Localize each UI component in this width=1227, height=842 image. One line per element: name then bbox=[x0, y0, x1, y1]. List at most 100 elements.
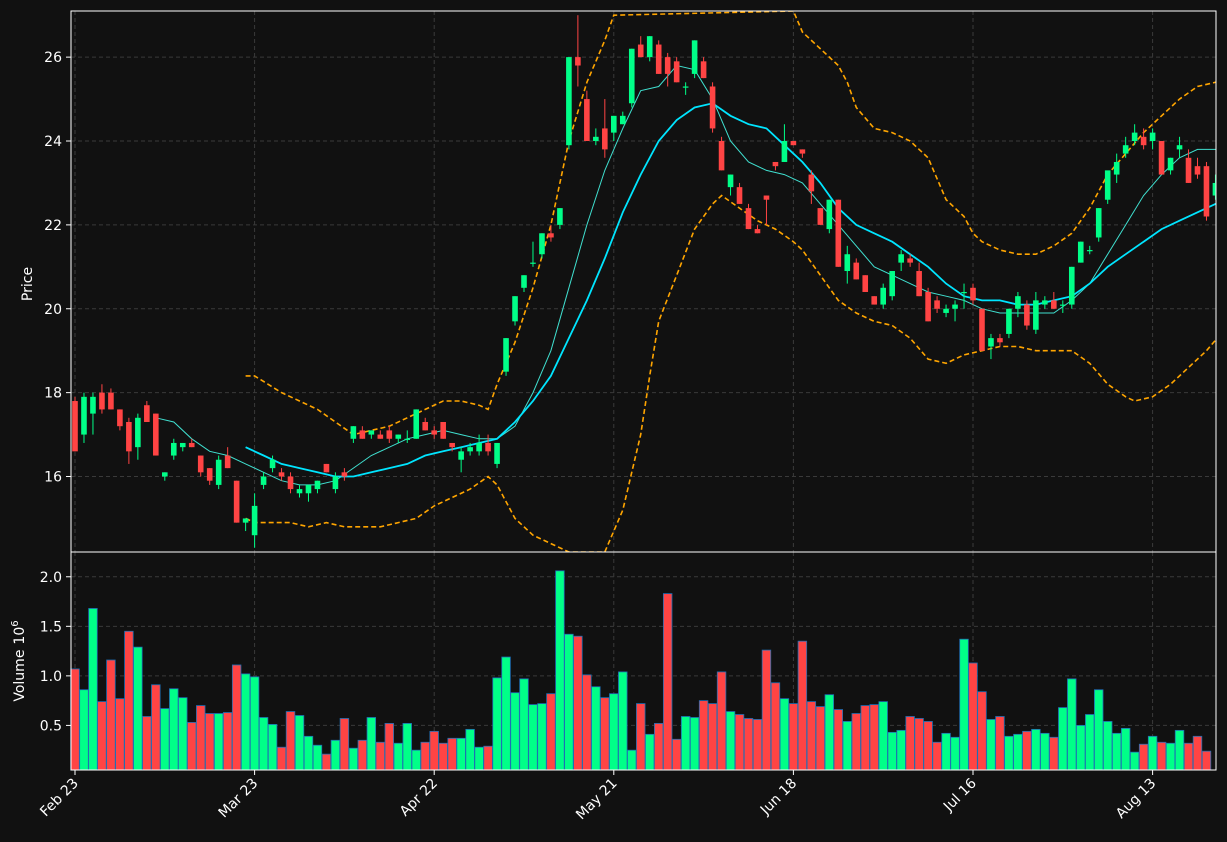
volume-bar bbox=[294, 715, 305, 771]
volume-bar bbox=[339, 718, 350, 771]
candle-body bbox=[179, 442, 186, 448]
candle-body bbox=[458, 451, 464, 460]
volume-bar bbox=[833, 709, 844, 771]
volume-bar bbox=[429, 730, 439, 771]
volume-bar bbox=[348, 747, 359, 771]
volume-bar bbox=[420, 741, 430, 771]
candle-body bbox=[449, 442, 455, 448]
volume-bar bbox=[905, 716, 915, 771]
candle-body bbox=[377, 434, 384, 439]
candle-body bbox=[970, 287, 976, 301]
volume-bar bbox=[671, 738, 682, 771]
volume-bar bbox=[321, 753, 332, 771]
candle-body bbox=[1185, 157, 1192, 183]
candle-body bbox=[476, 442, 482, 452]
volume-bar bbox=[959, 638, 969, 771]
candle-body bbox=[817, 208, 824, 225]
volume-bar bbox=[70, 668, 80, 771]
volume-bar bbox=[627, 749, 637, 771]
volume-bar bbox=[303, 735, 314, 771]
candle-body bbox=[566, 57, 572, 146]
candle-body bbox=[808, 174, 815, 192]
candle-body bbox=[961, 291, 967, 294]
volume-bar bbox=[941, 732, 951, 771]
candle-body bbox=[197, 455, 204, 473]
volume-bar bbox=[456, 737, 466, 771]
volume-bar bbox=[1138, 743, 1149, 771]
candle-body bbox=[260, 476, 267, 485]
volume-bar bbox=[213, 713, 224, 771]
volume-bar bbox=[734, 714, 745, 771]
volume-bar bbox=[115, 698, 125, 771]
moving-average-slow bbox=[245, 102, 1216, 478]
candle-body bbox=[126, 421, 132, 452]
candle-body bbox=[1212, 182, 1216, 196]
volume-y-axis: 0.5 1.0 1.5 2.0 bbox=[40, 570, 71, 734]
candle-body bbox=[1006, 308, 1012, 334]
volume-bar bbox=[851, 713, 861, 771]
candle-body bbox=[323, 463, 330, 473]
volume-tick-label: 1.5 bbox=[40, 619, 62, 635]
volume-bar bbox=[806, 701, 817, 771]
volume-bar bbox=[887, 731, 897, 771]
candle-body bbox=[521, 275, 527, 288]
candle-body bbox=[925, 291, 931, 322]
candle-body bbox=[593, 136, 599, 142]
volume-bar bbox=[258, 717, 269, 771]
price-tick-label: 18 bbox=[44, 386, 62, 402]
candlesticks bbox=[72, 15, 1216, 548]
volume-bar bbox=[1165, 742, 1176, 771]
price-tick-label: 26 bbox=[44, 50, 62, 66]
candle-body bbox=[1104, 170, 1111, 200]
candle-body bbox=[646, 36, 653, 58]
candle-body bbox=[314, 480, 321, 490]
volume-axis-exponent: 6 bbox=[10, 620, 21, 626]
candle-body bbox=[1033, 300, 1039, 330]
volume-bar bbox=[1094, 689, 1104, 771]
volume-bar bbox=[142, 716, 152, 771]
volume-bar bbox=[285, 711, 296, 771]
price-tick-label: 22 bbox=[44, 218, 62, 234]
volume-tick-label: 1.0 bbox=[40, 669, 62, 685]
volume-bar bbox=[645, 733, 655, 771]
volume-bar bbox=[1067, 678, 1077, 771]
volume-bar bbox=[698, 700, 709, 771]
candle-body bbox=[916, 271, 922, 297]
price-axis-label: Price bbox=[20, 267, 36, 301]
candle-body bbox=[602, 128, 608, 150]
volume-bar bbox=[591, 686, 601, 771]
volume-bar bbox=[995, 716, 1005, 771]
candle-body bbox=[943, 308, 949, 313]
candle-body bbox=[736, 187, 743, 204]
volume-bar bbox=[1040, 732, 1050, 771]
candle-body bbox=[1060, 304, 1066, 306]
volume-bar bbox=[725, 711, 736, 771]
volume-bar bbox=[1085, 714, 1095, 771]
candle-body bbox=[341, 472, 348, 477]
candle-body bbox=[485, 442, 491, 452]
candle-body bbox=[979, 308, 985, 351]
candle-body bbox=[1077, 241, 1084, 263]
bollinger-lower-band bbox=[245, 194, 1216, 552]
candle-body bbox=[512, 296, 518, 322]
candle-body bbox=[1068, 266, 1075, 305]
volume-bar bbox=[824, 694, 835, 771]
candle-body bbox=[781, 141, 788, 162]
volume-bar bbox=[231, 664, 242, 771]
candle-body bbox=[727, 174, 734, 188]
volume-bar bbox=[609, 693, 619, 771]
volume-tick-label: 2.0 bbox=[40, 570, 62, 586]
volume-axis-label-text: Volume bbox=[12, 650, 28, 702]
candle-body bbox=[835, 199, 842, 267]
volume-bar bbox=[914, 718, 924, 771]
volume-bar bbox=[384, 723, 395, 771]
candle-body bbox=[162, 472, 168, 477]
candle-body bbox=[1024, 304, 1030, 326]
volume-bar bbox=[169, 688, 179, 771]
volume-bar bbox=[815, 706, 826, 771]
volume-bar bbox=[474, 746, 484, 771]
candle-body bbox=[242, 518, 249, 523]
volume-bar bbox=[680, 716, 691, 771]
candle-body bbox=[206, 468, 213, 481]
